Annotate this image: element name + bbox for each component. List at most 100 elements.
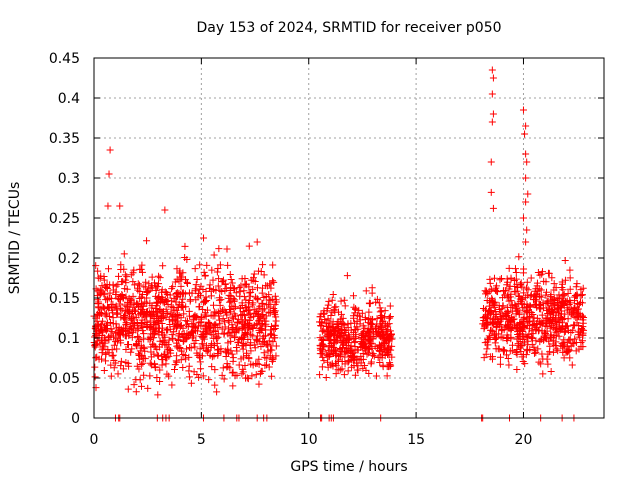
data-point: [251, 277, 259, 285]
data-point: [324, 363, 332, 371]
data-point: [323, 307, 331, 315]
data-point: [496, 276, 504, 284]
data-point: [527, 333, 535, 341]
data-point: [219, 364, 227, 372]
data-point: [108, 352, 116, 360]
data-point: [153, 282, 161, 290]
data-point: [228, 279, 236, 287]
data-point: [555, 316, 563, 324]
data-point: [202, 326, 210, 334]
data-point: [116, 296, 124, 304]
data-point: [237, 282, 245, 290]
data-point: [567, 305, 575, 313]
data-point: [226, 332, 234, 340]
data-point: [253, 332, 261, 340]
data-point: [241, 280, 249, 288]
data-point: [563, 348, 571, 356]
data-point: [144, 384, 152, 392]
data-point: [251, 344, 259, 352]
data-point: [242, 349, 250, 357]
data-point: [542, 317, 550, 325]
data-point: [558, 292, 566, 300]
data-point: [105, 170, 113, 178]
data-point: [216, 261, 224, 269]
data-point: [507, 325, 515, 333]
data-point: [234, 315, 242, 323]
data-point: [554, 347, 562, 355]
data-point: [321, 328, 329, 336]
data-point: [571, 303, 579, 311]
data-point: [171, 312, 179, 320]
data-point: [209, 312, 217, 320]
data-point: [486, 275, 494, 283]
data-point: [100, 334, 108, 342]
data-point: [518, 353, 526, 361]
data-point: [255, 380, 263, 388]
data-point: [536, 305, 544, 313]
data-point: [267, 284, 275, 292]
data-point: [213, 388, 221, 396]
data-point: [104, 345, 112, 353]
data-point: [580, 326, 588, 334]
data-point: [178, 347, 186, 355]
data-point: [526, 345, 534, 353]
data-point: [535, 358, 543, 366]
data-point: [201, 309, 209, 317]
data-point: [561, 256, 569, 264]
data-point: [326, 336, 334, 344]
data-point: [387, 362, 395, 370]
data-point: [526, 302, 534, 310]
data-point: [571, 335, 579, 343]
data-point: [573, 280, 581, 288]
data-point: [516, 344, 524, 352]
data-point: [140, 371, 148, 379]
y-tick-label: 0.15: [49, 291, 80, 307]
data-point: [173, 322, 181, 330]
data-point: [381, 307, 389, 315]
data-point: [327, 339, 335, 347]
data-point: [240, 323, 248, 331]
data-point: [566, 266, 574, 274]
data-point: [324, 301, 332, 309]
data-point: [216, 301, 224, 309]
data-point: [137, 302, 145, 310]
data-point: [130, 326, 138, 334]
data-point: [224, 347, 232, 355]
data-point: [209, 276, 217, 284]
data-point: [96, 340, 104, 348]
data-point: [335, 324, 343, 332]
data-point: [146, 372, 154, 380]
data-point: [163, 346, 171, 354]
data-point: [383, 372, 391, 380]
data-point: [245, 242, 253, 250]
data-point: [92, 262, 100, 270]
data-point: [361, 347, 369, 355]
data-point: [143, 288, 151, 296]
data-point: [247, 347, 255, 355]
data-point: [116, 331, 124, 339]
data-point: [261, 353, 269, 361]
data-point: [487, 158, 495, 166]
data-point: [549, 348, 557, 356]
data-point: [537, 286, 545, 294]
data-point: [136, 351, 144, 359]
data-point: [100, 367, 108, 375]
data-point: [544, 360, 552, 368]
data-point: [237, 334, 245, 342]
data-point: [154, 391, 162, 399]
data-point: [352, 305, 360, 313]
data-point: [140, 283, 148, 291]
data-point: [562, 349, 570, 357]
data-point: [119, 278, 127, 286]
data-point: [269, 338, 277, 346]
data-point: [163, 326, 171, 334]
data-point: [138, 299, 146, 307]
data-point: [316, 334, 324, 342]
data-point: [344, 358, 352, 366]
data-point: [200, 298, 208, 306]
data-point: [245, 297, 253, 305]
data-point: [109, 351, 117, 359]
data-points: [90, 66, 588, 422]
data-point: [552, 284, 560, 292]
data-point: [215, 345, 223, 353]
